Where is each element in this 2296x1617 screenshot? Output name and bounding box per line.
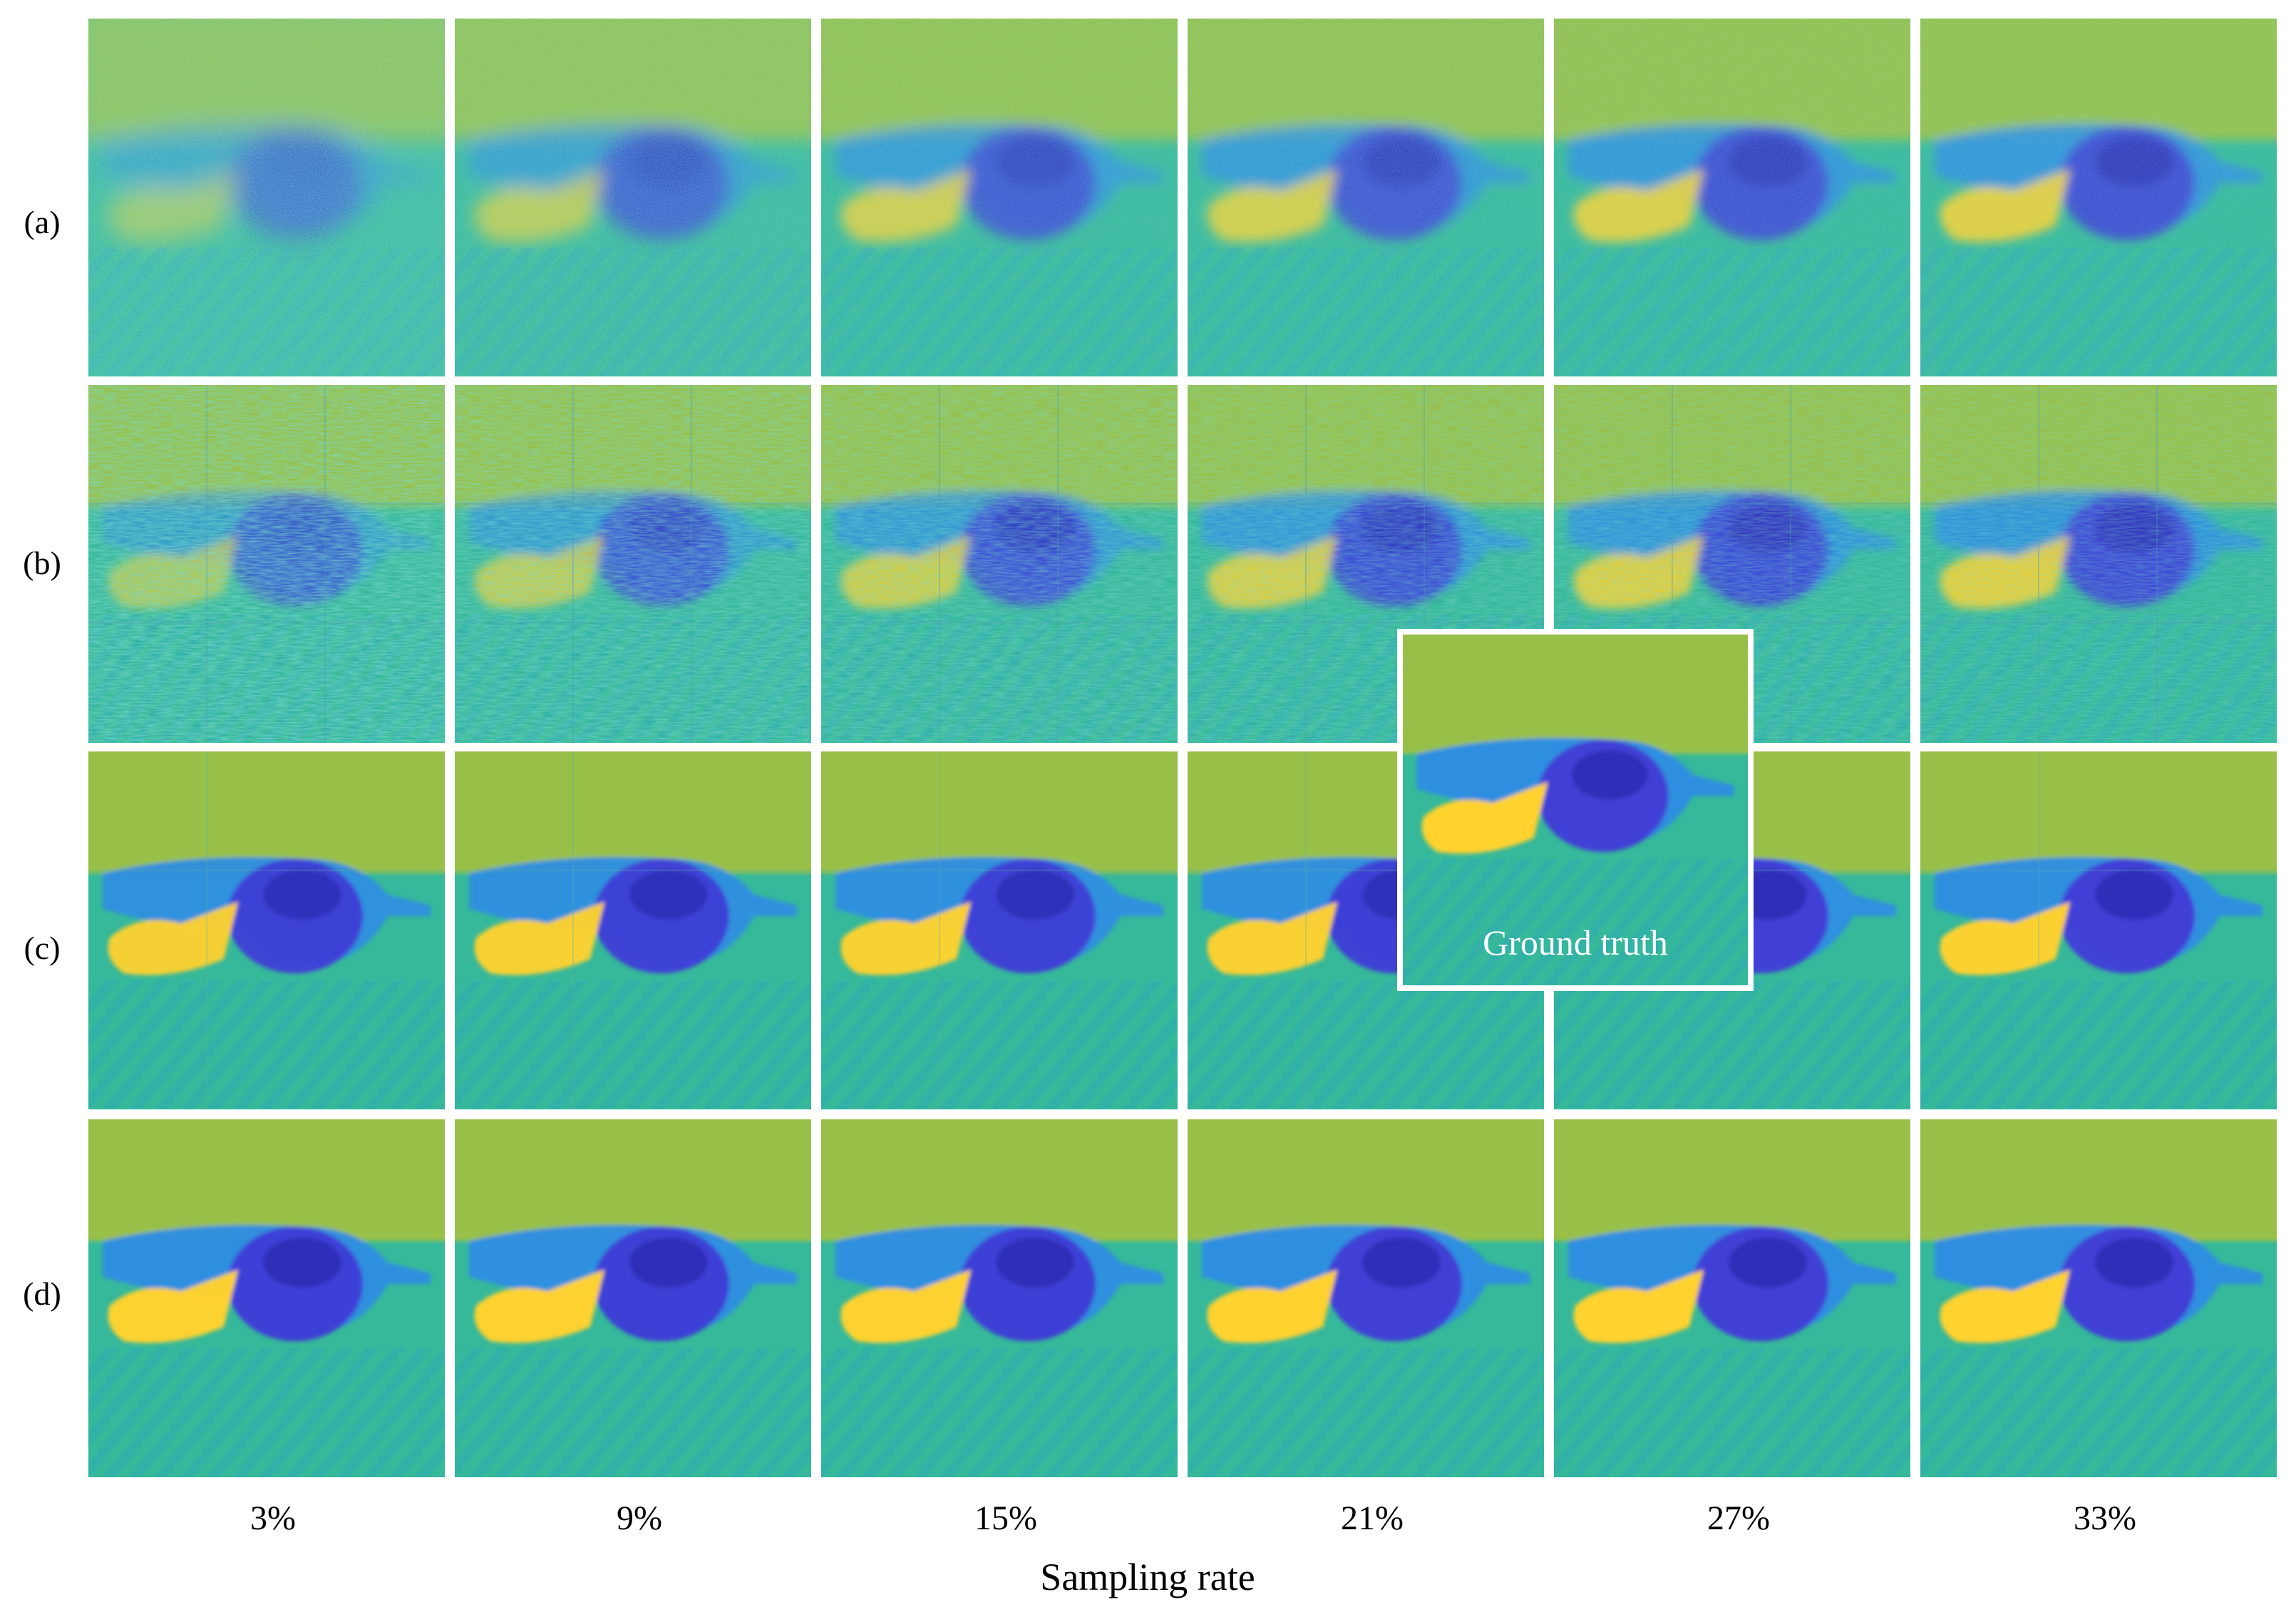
reconstruction-image [1920, 19, 2277, 376]
row-label-a: (a) [24, 204, 61, 240]
reconstruction-image [88, 385, 445, 743]
reconstruction-image [88, 1119, 445, 1477]
column-label-15: 15% [974, 1499, 1037, 1537]
tile-row2-col4 [1188, 385, 1544, 743]
column-label-21: 21% [1341, 1499, 1404, 1537]
column-label-33: 33% [2074, 1499, 2136, 1537]
reconstruction-image [455, 385, 811, 743]
ground-truth-image [1403, 635, 1748, 985]
tile-row2-col1 [88, 385, 445, 743]
ground-truth-caption: Ground truth [1483, 923, 1668, 962]
reconstruction-image [1188, 1119, 1544, 1477]
reconstruction-image [821, 385, 1178, 743]
tile-row2-col6 [1920, 385, 2277, 743]
tile-row1-col4 [1188, 19, 1544, 376]
reconstruction-image [88, 19, 445, 376]
column-label-9: 9% [617, 1499, 662, 1537]
reconstruction-image [1188, 385, 1544, 743]
row-label-c: (c) [24, 930, 61, 966]
reconstruction-image [1920, 385, 2277, 743]
reconstruction-image [455, 19, 811, 376]
ground-truth-inset: Ground truth [1397, 629, 1754, 991]
tile-row3-col3 [821, 751, 1178, 1109]
reconstruction-image [1554, 1119, 1910, 1477]
tile-row1-col3 [821, 19, 1178, 376]
reconstruction-image [821, 1119, 1178, 1477]
reconstruction-image [821, 19, 1178, 376]
tile-row2-col3 [821, 385, 1178, 743]
row-label-b: (b) [23, 545, 61, 581]
tile-row4-col4 [1188, 1119, 1544, 1477]
tile-row3-col2 [455, 751, 811, 1109]
tile-row1-col1 [88, 19, 445, 376]
tile-row4-col6 [1920, 1119, 2277, 1477]
reconstruction-image [1188, 19, 1544, 376]
tile-row4-col2 [455, 1119, 811, 1477]
tile-row4-col3 [821, 1119, 1178, 1477]
reconstruction-image [1554, 19, 1910, 376]
column-label-27: 27% [1707, 1499, 1770, 1537]
reconstruction-image [821, 751, 1178, 1109]
reconstruction-image [88, 751, 445, 1109]
reconstruction-image [455, 1119, 811, 1477]
tile-row1-col2 [455, 19, 811, 376]
tile-row2-col2 [455, 385, 811, 743]
reconstruction-image [1920, 751, 2277, 1109]
tile-row1-col6 [1920, 19, 2277, 376]
tile-row1-col5 [1554, 19, 1910, 376]
column-label-3: 3% [250, 1499, 296, 1537]
x-axis-label: Sampling rate [1040, 1556, 1255, 1598]
tile-row3-col1 [88, 751, 445, 1109]
tile-row3-col6 [1920, 751, 2277, 1109]
tile-row4-col1 [88, 1119, 445, 1477]
reconstruction-image [455, 751, 811, 1109]
row-label-d: (d) [23, 1275, 61, 1312]
tile-row4-col5 [1554, 1119, 1910, 1477]
reconstruction-image [1920, 1119, 2277, 1477]
